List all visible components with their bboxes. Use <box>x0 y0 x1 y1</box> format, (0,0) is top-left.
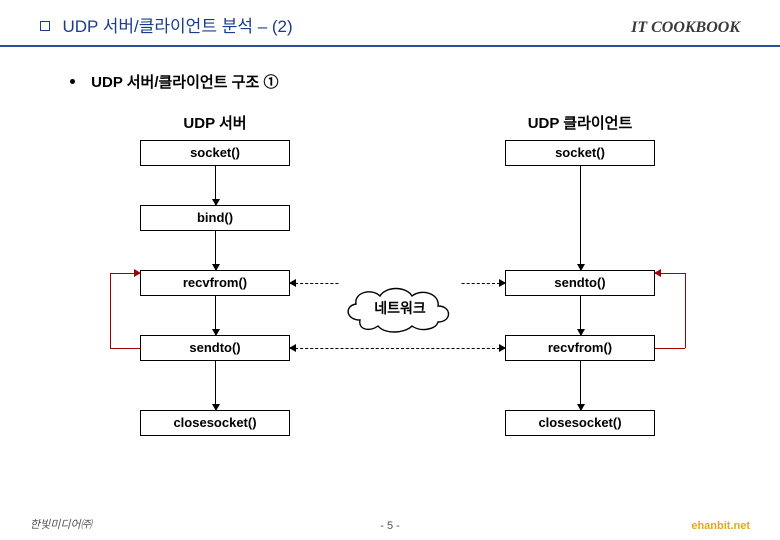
client-arrow <box>580 361 581 410</box>
subtitle: UDP 서버/클라이언트 구조 ① <box>70 71 780 92</box>
client-box-sendto: sendto() <box>505 270 655 296</box>
slide-header: UDP 서버/클라이언트 분석 – (2) IT COOKBOOK <box>0 0 780 47</box>
client-box-recvfrom: recvfrom() <box>505 335 655 361</box>
client-arrow <box>580 166 581 270</box>
server-box-recvfrom: recvfrom() <box>140 270 290 296</box>
client-box-closesocket: closesocket() <box>505 410 655 436</box>
udp-diagram: UDP 서버 UDP 클라이언트 socket() bind() recvfrom() s… <box>0 110 780 500</box>
dashed-link <box>290 348 505 349</box>
server-arrow <box>215 166 216 205</box>
loop-rail <box>685 273 686 348</box>
square-bullet-icon <box>40 21 50 31</box>
slide-title: UDP 서버/클라이언트 분석 – (2) <box>40 12 293 37</box>
client-column-title: UDP 클라이언트 <box>500 112 660 133</box>
server-arrow <box>215 231 216 270</box>
server-box-closesocket: closesocket() <box>140 410 290 436</box>
server-box-sendto: sendto() <box>140 335 290 361</box>
server-arrow <box>215 296 216 335</box>
footer-left: 한빛미디어㈜ <box>30 516 92 532</box>
cloud-label: 네트워크 <box>340 298 460 318</box>
client-arrow <box>580 296 581 335</box>
network-cloud: 네트워크 <box>340 282 460 334</box>
brand-text: IT COOKBOOK <box>631 19 740 37</box>
subtitle-text: UDP 서버/클라이언트 구조 ① <box>91 74 278 91</box>
title-text: UDP 서버/클라이언트 분석 – (2) <box>62 17 292 36</box>
dot-bullet-icon <box>70 79 75 84</box>
server-box-bind: bind() <box>140 205 290 231</box>
slide-footer: 한빛미디어㈜ - 5 - ehanbit.net <box>0 516 780 532</box>
footer-page: - 5 - <box>380 520 400 532</box>
server-box-socket: socket() <box>140 140 290 166</box>
footer-right: ehanbit.net <box>691 520 750 532</box>
server-column-title: UDP 서버 <box>135 112 295 133</box>
loop-rail <box>110 273 111 348</box>
server-arrow <box>215 361 216 410</box>
client-box-socket: socket() <box>505 140 655 166</box>
